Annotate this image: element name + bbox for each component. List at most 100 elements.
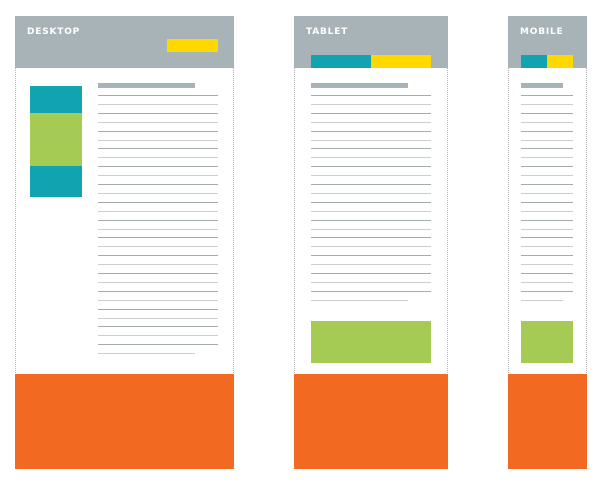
mobile-text-line xyxy=(521,237,573,238)
desktop-text-line xyxy=(98,193,218,194)
desktop-text-line xyxy=(98,326,218,327)
desktop-text-line xyxy=(98,211,218,212)
desktop-text-line xyxy=(98,318,218,319)
desktop-text-line xyxy=(98,104,218,105)
tablet-text-line xyxy=(311,193,431,194)
desktop-sidebar-teal-bottom xyxy=(30,166,82,197)
desktop-text-line xyxy=(98,122,218,123)
mobile-text-line xyxy=(521,273,573,274)
desktop-text-line xyxy=(98,157,218,158)
desktop-text-line xyxy=(98,273,218,274)
mobile-text-line xyxy=(521,166,573,167)
tablet-text-line xyxy=(311,220,431,221)
desktop-text-line xyxy=(98,282,218,283)
tablet-text-line xyxy=(311,291,431,292)
tablet-frame: TABLET xyxy=(294,16,448,469)
mobile-nav-teal-block xyxy=(521,55,547,68)
desktop-text-line xyxy=(98,113,218,114)
desktop-footer xyxy=(15,374,234,469)
desktop-text-line xyxy=(98,335,218,336)
tablet-header: TABLET xyxy=(294,16,448,68)
tablet-footer xyxy=(294,374,448,469)
mobile-text-line xyxy=(521,264,573,265)
desktop-text-line xyxy=(98,353,195,354)
desktop-sidebar-teal-top xyxy=(30,86,82,113)
tablet-text-line xyxy=(311,140,431,141)
tablet-text-line xyxy=(311,131,431,132)
tablet-text-line xyxy=(311,104,431,105)
mobile-text-line xyxy=(521,229,573,230)
mobile-green-block xyxy=(521,321,573,363)
tablet-text-line xyxy=(311,229,431,230)
mobile-text-line xyxy=(521,104,573,105)
mobile-text-line xyxy=(521,202,573,203)
tablet-text-line xyxy=(311,300,408,301)
mobile-text-line xyxy=(521,291,573,292)
tablet-text-line xyxy=(311,175,431,176)
tablet-text-line xyxy=(311,148,431,149)
tablet-text-line xyxy=(311,95,431,96)
tablet-text-line xyxy=(311,166,431,167)
tablet-text-line xyxy=(311,264,431,265)
mobile-text-line xyxy=(521,193,573,194)
mobile-text-line xyxy=(521,220,573,221)
mobile-header: MOBILE xyxy=(508,16,587,68)
mobile-text-line xyxy=(521,148,573,149)
desktop-nav-yellow-block xyxy=(167,39,218,52)
desktop-text-line xyxy=(98,229,218,230)
mobile-text-line xyxy=(521,140,573,141)
desktop-text-line xyxy=(98,237,218,238)
desktop-text-line xyxy=(98,140,218,141)
tablet-text-line xyxy=(311,113,431,114)
mobile-nav-yellow-block xyxy=(547,55,573,68)
mobile-text-line xyxy=(521,211,573,212)
mobile-frame: MOBILE xyxy=(508,16,587,469)
desktop-heading-bar xyxy=(98,83,195,88)
mobile-text-line xyxy=(521,175,573,176)
tablet-text-line xyxy=(311,255,431,256)
tablet-text-line xyxy=(311,184,431,185)
tablet-nav-teal-block xyxy=(311,55,371,68)
desktop-text-line xyxy=(98,184,218,185)
desktop-text-line xyxy=(98,255,218,256)
desktop-text-line xyxy=(98,148,218,149)
mobile-text-line xyxy=(521,113,573,114)
desktop-text-line xyxy=(98,175,218,176)
desktop-text-line xyxy=(98,291,218,292)
tablet-heading-bar xyxy=(311,83,408,88)
desktop-text-line xyxy=(98,220,218,221)
mobile-text-line xyxy=(521,255,573,256)
mobile-text-line xyxy=(521,246,573,247)
desktop-label: DESKTOP xyxy=(27,27,81,37)
mobile-text-line xyxy=(521,157,573,158)
mobile-text-line xyxy=(521,131,573,132)
tablet-text-line xyxy=(311,122,431,123)
tablet-text-line xyxy=(311,157,431,158)
desktop-text-line xyxy=(98,309,218,310)
desktop-text-line xyxy=(98,95,218,96)
mobile-text-line xyxy=(521,122,573,123)
desktop-header: DESKTOP xyxy=(15,16,234,68)
mobile-heading-bar xyxy=(521,83,563,88)
desktop-text-line xyxy=(98,131,218,132)
mobile-label: MOBILE xyxy=(520,27,564,37)
tablet-label: TABLET xyxy=(306,27,349,37)
tablet-text-line xyxy=(311,246,431,247)
tablet-text-line xyxy=(311,237,431,238)
desktop-text-line xyxy=(98,264,218,265)
desktop-text-line xyxy=(98,344,218,345)
tablet-text-line xyxy=(311,273,431,274)
mobile-footer xyxy=(508,374,587,469)
tablet-text-line xyxy=(311,282,431,283)
mobile-text-line xyxy=(521,300,563,301)
mobile-text-line xyxy=(521,184,573,185)
desktop-text-line xyxy=(98,300,218,301)
desktop-text-line xyxy=(98,246,218,247)
mobile-text-line xyxy=(521,95,573,96)
desktop-sidebar-green xyxy=(30,113,82,166)
desktop-text-line xyxy=(98,166,218,167)
desktop-frame: DESKTOP xyxy=(15,16,234,469)
tablet-text-line xyxy=(311,211,431,212)
tablet-text-line xyxy=(311,202,431,203)
tablet-nav-yellow-block xyxy=(371,55,431,68)
